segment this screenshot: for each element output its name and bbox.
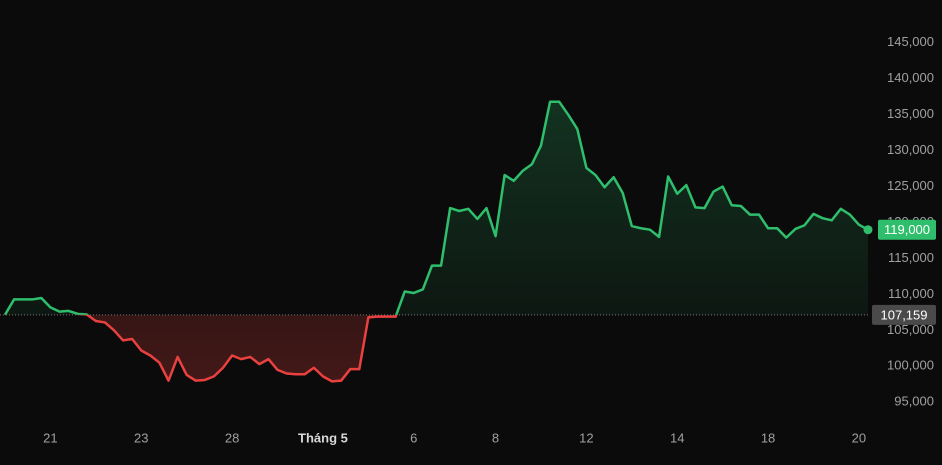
y-tick-label: 140,000 bbox=[887, 70, 934, 85]
y-tick-label: 100,000 bbox=[887, 358, 934, 373]
x-tick-label: 14 bbox=[670, 430, 684, 445]
baseline-badge bbox=[872, 304, 936, 325]
price-line-below bbox=[5, 314, 398, 383]
area-above bbox=[5, 101, 868, 315]
last-point bbox=[863, 225, 873, 235]
x-tick-label: 23 bbox=[134, 430, 148, 445]
area-below bbox=[87, 314, 397, 382]
x-tick-label: 12 bbox=[579, 430, 593, 445]
y-tick-label: 95,000 bbox=[894, 394, 934, 409]
last-price-badge bbox=[878, 219, 936, 240]
y-tick-label: 110,000 bbox=[888, 286, 934, 301]
baseline-label: 107,159 bbox=[881, 307, 928, 322]
x-tick-label: 20 bbox=[852, 430, 866, 445]
x-tick-label: 18 bbox=[761, 430, 775, 445]
y-tick-label: 125,000 bbox=[887, 178, 934, 193]
price-line-above bbox=[3, 100, 869, 315]
x-tick-label: 8 bbox=[492, 430, 499, 445]
y-tick-label: 130,000 bbox=[887, 142, 934, 157]
x-tick-label: 28 bbox=[225, 430, 239, 445]
x-tick-label: 6 bbox=[410, 430, 417, 445]
x-tick-label: 21 bbox=[43, 430, 57, 445]
last-price-label: 119,000 bbox=[884, 222, 930, 237]
y-tick-label: 145,000 bbox=[887, 34, 934, 49]
y-tick-label: 105,000 bbox=[887, 322, 934, 337]
y-tick-label: 135,000 bbox=[887, 106, 934, 121]
y-tick-label: 115,000 bbox=[888, 250, 934, 265]
x-tick-label: Tháng 5 bbox=[298, 430, 348, 445]
